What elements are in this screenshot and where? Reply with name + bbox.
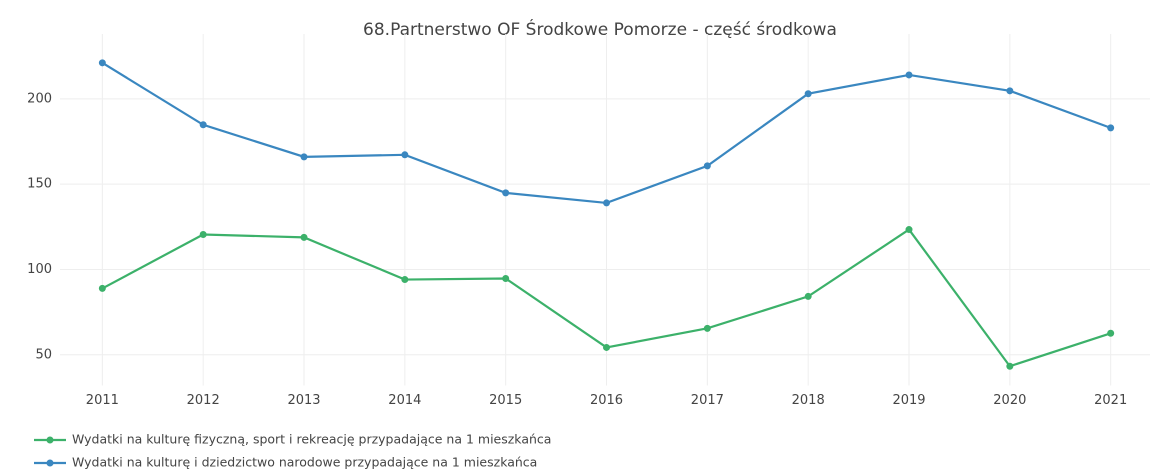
point — [401, 276, 409, 284]
x-tick-label: 2011 — [86, 393, 119, 408]
x-tick-label: 2020 — [993, 393, 1026, 408]
y-tick-label: 100 — [27, 262, 52, 277]
point — [98, 59, 106, 67]
x-tick-label: 2012 — [187, 393, 220, 408]
x-tick-label: 2019 — [892, 393, 925, 408]
point — [905, 226, 913, 234]
y-tick-label: 150 — [27, 177, 52, 192]
legend-swatch-dot — [46, 459, 54, 467]
legend-swatch-dot — [46, 436, 54, 444]
point — [1006, 362, 1014, 370]
point — [401, 151, 409, 159]
point — [1107, 329, 1115, 337]
point — [603, 199, 611, 207]
x-tick-label: 2021 — [1094, 393, 1127, 408]
point — [199, 230, 207, 238]
x-tick-label: 2016 — [590, 393, 623, 408]
point — [1107, 124, 1115, 132]
point — [1006, 87, 1014, 95]
point — [703, 162, 711, 170]
y-tick-label: 50 — [35, 347, 52, 362]
x-tick-label: 2017 — [691, 393, 724, 408]
point — [199, 121, 207, 129]
point — [804, 90, 812, 98]
point — [905, 71, 913, 79]
legend-label: Wydatki na kulturę fizyczną, sport i rek… — [72, 432, 551, 447]
point — [300, 153, 308, 161]
x-tick-label: 2013 — [287, 393, 320, 408]
y-tick-label: 200 — [27, 91, 52, 106]
point — [300, 233, 308, 241]
chart-title: 68.Partnerstwo OF Środkowe Pomorze - czę… — [363, 18, 837, 40]
point — [603, 343, 611, 351]
point — [703, 324, 711, 332]
legend-label: Wydatki na kulturę i dziedzictwo narodow… — [72, 455, 537, 470]
point — [502, 275, 510, 283]
x-tick-label: 2014 — [388, 393, 421, 408]
point — [98, 284, 106, 292]
x-tick-label: 2015 — [489, 393, 522, 408]
legend: Wydatki na kulturę fizyczną, sport i rek… — [34, 432, 551, 470]
point — [804, 292, 812, 300]
point — [502, 189, 510, 197]
x-tick-label: 2018 — [792, 393, 825, 408]
